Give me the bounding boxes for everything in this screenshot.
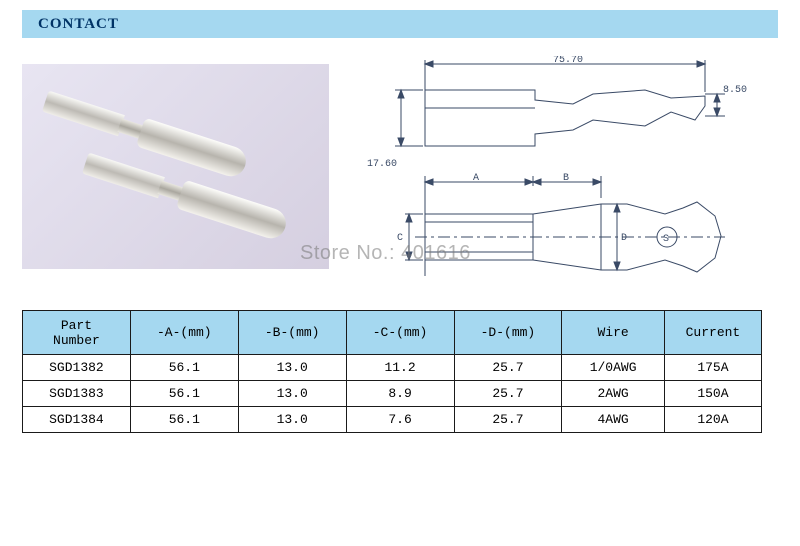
table-header-row: Part Number -A-(mm) -B-(mm) -C-(mm) -D-(… — [23, 311, 762, 355]
cell: 13.0 — [238, 381, 346, 407]
technical-drawing: 75.70 8.50 17.60 — [365, 64, 778, 284]
dim-h1: 8.50 — [723, 85, 747, 96]
table-row: SGD1384 56.1 13.0 7.6 25.7 4AWG 120A — [23, 407, 762, 433]
cell: 120A — [664, 407, 761, 433]
cell: SGD1384 — [23, 407, 131, 433]
col-A: -A-(mm) — [130, 311, 238, 355]
cell: 56.1 — [130, 355, 238, 381]
dim-overall: 75.70 — [553, 56, 583, 66]
cell: 8.9 — [346, 381, 454, 407]
cell: 150A — [664, 381, 761, 407]
cell: 175A — [664, 355, 761, 381]
cell: 25.7 — [454, 355, 562, 381]
cell: SGD1382 — [23, 355, 131, 381]
col-wire: Wire — [562, 311, 664, 355]
cell: 11.2 — [346, 355, 454, 381]
cell: 25.7 — [454, 381, 562, 407]
dim-D: D — [621, 233, 627, 244]
dim-B: B — [563, 173, 569, 184]
table-row: SGD1382 56.1 13.0 11.2 25.7 1/0AWG 175A — [23, 355, 762, 381]
content-area: 75.70 8.50 17.60 — [0, 38, 800, 443]
col-D: -D-(mm) — [454, 311, 562, 355]
col-part: Part Number — [23, 311, 131, 355]
cell: 13.0 — [238, 355, 346, 381]
cell: 2AWG — [562, 381, 664, 407]
dim-h2: 17.60 — [367, 159, 397, 170]
cell: 56.1 — [130, 381, 238, 407]
mark-S: S — [663, 234, 669, 245]
product-photo — [22, 64, 329, 269]
cell: 13.0 — [238, 407, 346, 433]
spec-table: Part Number -A-(mm) -B-(mm) -C-(mm) -D-(… — [22, 310, 762, 433]
figure-row: 75.70 8.50 17.60 — [22, 64, 778, 284]
cell: 56.1 — [130, 407, 238, 433]
col-B: -B-(mm) — [238, 311, 346, 355]
dim-C: C — [397, 233, 403, 244]
section-title: CONTACT — [38, 16, 119, 33]
col-current: Current — [664, 311, 761, 355]
cell: SGD1383 — [23, 381, 131, 407]
cell: 7.6 — [346, 407, 454, 433]
cell: 4AWG — [562, 407, 664, 433]
cell: 25.7 — [454, 407, 562, 433]
section-header: CONTACT — [22, 10, 778, 38]
dim-A: A — [473, 173, 479, 184]
cell: 1/0AWG — [562, 355, 664, 381]
table-row: SGD1383 56.1 13.0 8.9 25.7 2AWG 150A — [23, 381, 762, 407]
col-C: -C-(mm) — [346, 311, 454, 355]
